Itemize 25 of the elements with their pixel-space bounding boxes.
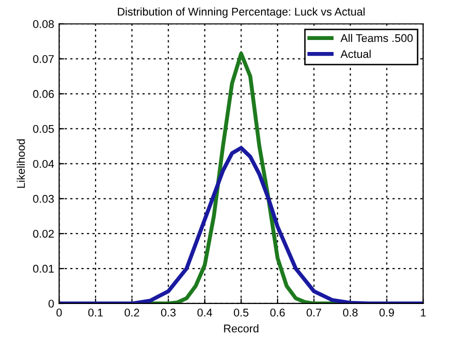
- y-tick-label: 0.08: [33, 20, 54, 28]
- x-tick-label: 0.6: [270, 308, 285, 317]
- y-tick-label: 0.02: [33, 230, 54, 238]
- x-tick-label: 0.9: [379, 308, 394, 317]
- y-axis-title: Likelihood: [16, 139, 25, 188]
- x-tick-label: 0.7: [306, 308, 322, 317]
- y-tick-label: 0.06: [33, 90, 54, 98]
- x-tick-label: 0.1: [88, 308, 103, 317]
- x-axis-title: Record: [224, 324, 258, 332]
- chart-title: Distribution of Winning Percentage: Luck vs Actual: [118, 7, 365, 18]
- x-tick-label: 0.8: [343, 308, 358, 317]
- x-tick-label: 0.3: [161, 308, 176, 317]
- y-tick-label: 0.05: [33, 124, 54, 133]
- legend-label: All Teams .500: [340, 34, 413, 42]
- x-tick-label: 1: [420, 308, 426, 316]
- y-tick-label: 0.03: [33, 194, 54, 203]
- x-tick-label: 0.5: [234, 308, 248, 317]
- x-tick-label: 0.2: [124, 308, 140, 317]
- y-tick-label: 0.07: [33, 55, 54, 63]
- y-tick-label: 0: [48, 300, 54, 308]
- x-tick-label: 0.4: [197, 308, 212, 317]
- x-tick-label: 0: [56, 308, 62, 317]
- legend-label: Actual: [340, 50, 371, 58]
- y-tick-label: 0.04: [33, 160, 54, 168]
- y-tick-label: 0.01: [33, 264, 54, 273]
